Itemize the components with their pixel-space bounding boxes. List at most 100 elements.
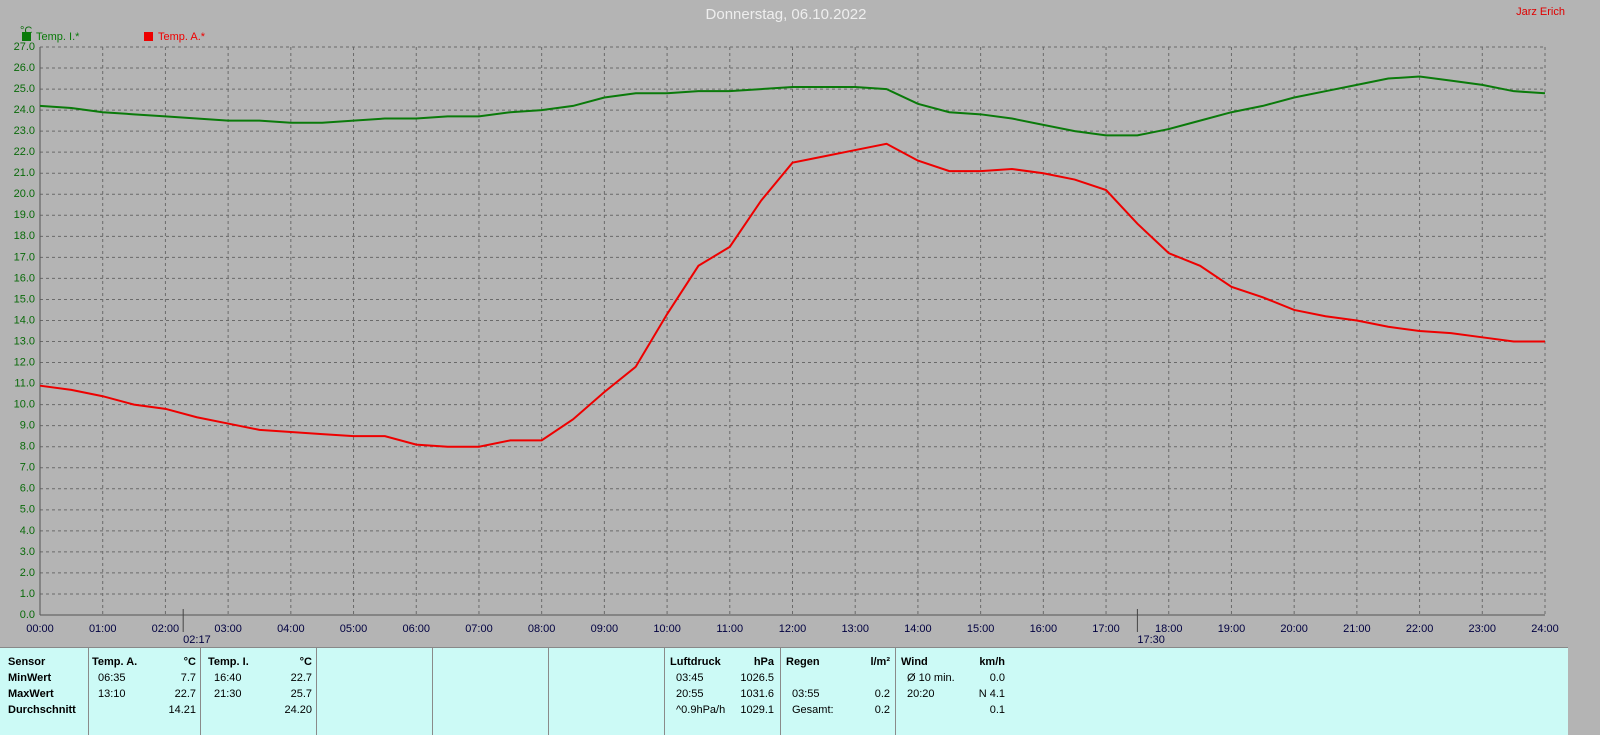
x-tick-label: 04:00 [277, 623, 305, 635]
x-tick-label: 12:00 [779, 623, 807, 635]
x-tick-label: 23:00 [1469, 623, 1497, 635]
series-line [39, 75, 1546, 137]
divider [548, 648, 549, 735]
y-tick-label: 3.0 [20, 546, 35, 558]
row-label: Sensor [8, 656, 46, 668]
x-tick-label: 05:00 [340, 623, 368, 635]
x-tick-label: 08:00 [528, 623, 556, 635]
section-title: Luftdruck [670, 656, 721, 668]
x-tick-label: 03:00 [214, 623, 242, 635]
y-tick-label: 8.0 [20, 441, 35, 453]
y-tick-label: 7.0 [20, 462, 35, 474]
section-unit: l/m² [870, 656, 890, 668]
cell-time: ^0.9hPa/h [676, 704, 726, 716]
series-line [39, 142, 1545, 448]
y-tick-label: 24.0 [14, 104, 35, 116]
y-tick-label: 15.0 [14, 293, 35, 305]
x-tick-label: 21:00 [1343, 623, 1371, 635]
legend-label: Temp. A.* [158, 31, 206, 43]
x-tick-label: 20:00 [1280, 623, 1308, 635]
y-tick-label: 26.0 [14, 62, 35, 74]
y-tick-label: 25.0 [14, 83, 35, 95]
x-tick-label: 10:00 [653, 623, 681, 635]
x-tick-label: 13:00 [841, 623, 869, 635]
section-unit: hPa [753, 656, 774, 668]
x-tick-label: 06:00 [402, 623, 430, 635]
divider [664, 648, 665, 735]
cell-value: 14.21 [168, 704, 196, 716]
y-tick-label: 0.0 [20, 609, 35, 621]
section-title: Temp. A. [92, 656, 138, 668]
cell-value: 1031.6 [740, 688, 774, 700]
divider [895, 648, 896, 735]
legend-swatch [144, 32, 153, 41]
x-tick-label: 02:00 [152, 623, 180, 635]
cell-value: 1026.5 [740, 672, 774, 684]
row-label: MaxWert [8, 688, 54, 700]
divider [432, 648, 433, 735]
divider [88, 648, 89, 735]
y-tick-label: 10.0 [14, 399, 35, 411]
cell-value: 0.0 [989, 672, 1005, 684]
x-tick-label: 24:00 [1531, 623, 1559, 635]
x-tick-label: 19:00 [1218, 623, 1246, 635]
cell-value: N 4.1 [978, 688, 1005, 700]
x-tick-label: 14:00 [904, 623, 932, 635]
cell-time: 21:30 [214, 688, 242, 700]
x-tick-label: 15:00 [967, 623, 995, 635]
x-tick-label: 01:00 [89, 623, 117, 635]
author: Jarz Erich [1516, 6, 1565, 18]
cell-time: 20:20 [907, 688, 935, 700]
y-tick-label: 4.0 [20, 525, 35, 537]
y-tick-label: 20.0 [14, 188, 35, 200]
row-label: MinWert [8, 672, 52, 684]
cell-time: 03:55 [792, 688, 820, 700]
y-tick-label: 17.0 [14, 251, 35, 263]
y-tick-label: 16.0 [14, 272, 35, 284]
cell-value: 1029.1 [740, 704, 774, 716]
x-tick-label: 22:00 [1406, 623, 1434, 635]
divider [200, 648, 201, 735]
y-tick-label: 6.0 [20, 483, 35, 495]
y-tick-label: 14.0 [14, 314, 35, 326]
x-tick-label: 18:00 [1155, 623, 1183, 635]
section-title: Regen [786, 656, 820, 668]
chart-title: Donnerstag, 06.10.2022 [706, 6, 867, 23]
x-tick-label: 17:00 [1092, 623, 1120, 635]
cell-value: 25.7 [290, 688, 312, 700]
x-tick-label: 00:00 [26, 623, 54, 635]
cell-time: 13:10 [98, 688, 126, 700]
chart: Donnerstag, 06.10.2022 Jarz Erich °C 0.0… [14, 6, 1565, 646]
cell-value: 24.20 [284, 704, 312, 716]
section-title: Temp. I. [208, 656, 249, 668]
y-tick-label: 27.0 [14, 41, 35, 53]
cell-time: 20:55 [676, 688, 704, 700]
y-tick-label: 21.0 [14, 167, 35, 179]
y-tick-label: 13.0 [14, 335, 35, 347]
y-tick-label: 23.0 [14, 125, 35, 137]
cell-value: 22.7 [290, 672, 312, 684]
y-tick-label: 18.0 [14, 230, 35, 242]
cell-value: 0.2 [874, 688, 890, 700]
cell-value: 0.1 [989, 704, 1005, 716]
section-title: Wind [901, 656, 928, 668]
y-tick-label: 19.0 [14, 209, 35, 221]
cell-value: 22.7 [174, 688, 196, 700]
divider [316, 648, 317, 735]
x-tick-label: 16:00 [1030, 623, 1058, 635]
y-tick-label: 5.0 [20, 504, 35, 516]
section-unit: °C [183, 656, 196, 668]
y-tick-label: 11.0 [14, 377, 35, 389]
cell-time: 16:40 [214, 672, 242, 684]
y-tick-label: 12.0 [14, 356, 35, 368]
section-unit: °C [299, 656, 312, 668]
event-label: 17:30 [1137, 634, 1165, 646]
x-tick-label: 11:00 [716, 623, 743, 635]
cell-value: 0.2 [874, 704, 890, 716]
y-tick-label: 9.0 [20, 420, 35, 432]
section-unit: km/h [979, 656, 1005, 668]
event-label: 02:17 [183, 634, 211, 646]
cell-time: Gesamt: [792, 704, 834, 716]
legend-swatch [22, 32, 31, 41]
